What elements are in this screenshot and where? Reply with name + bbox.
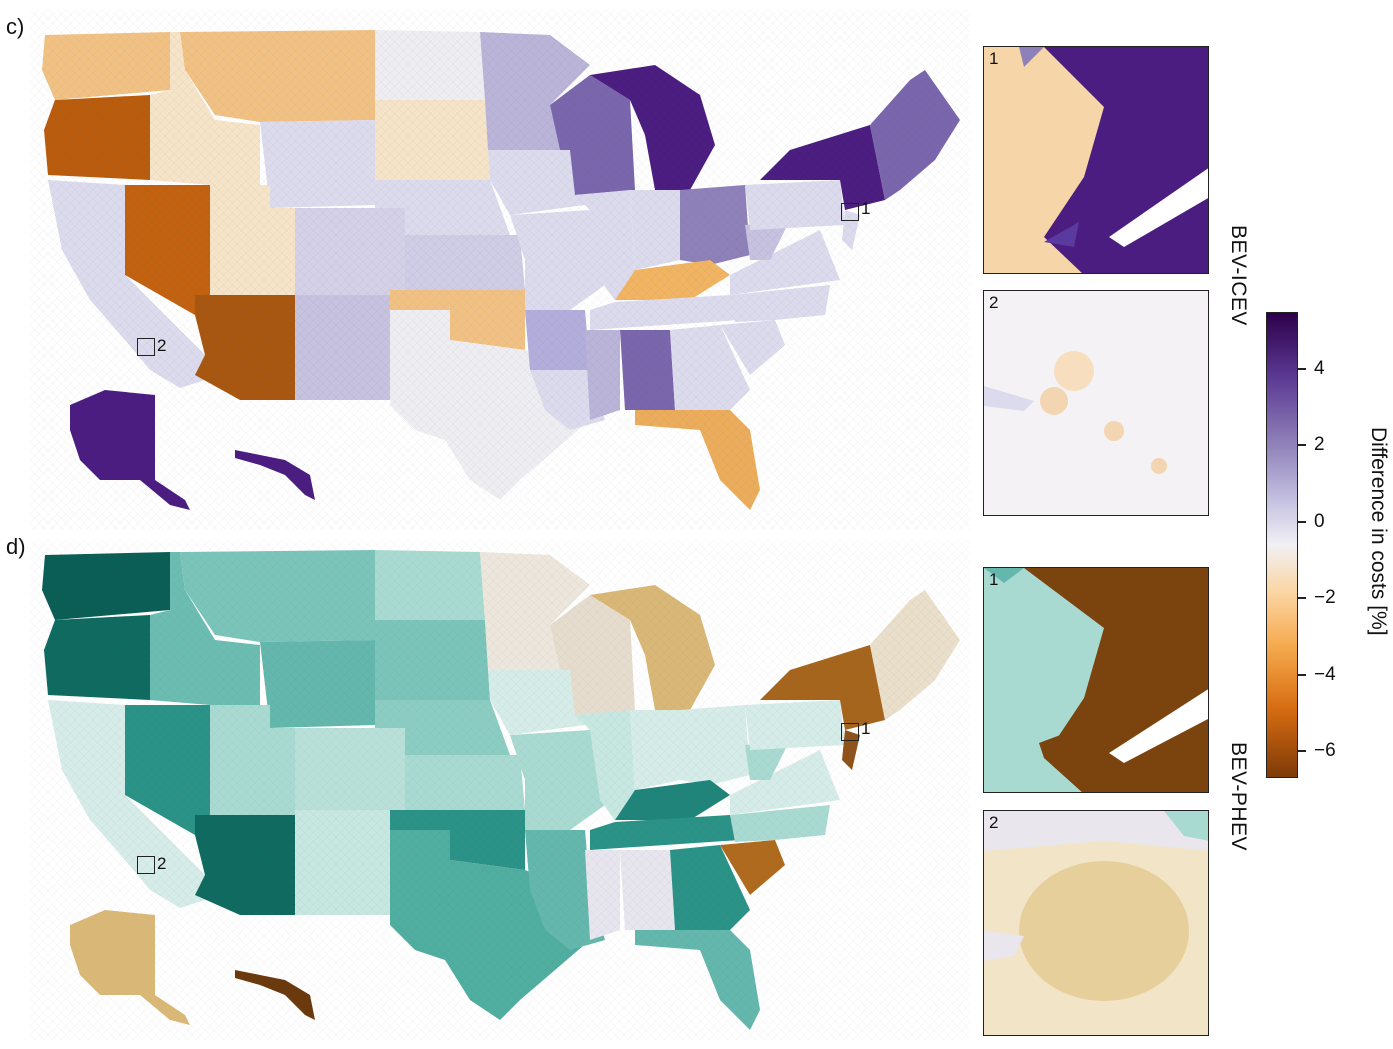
- map-bev-phev: [30, 540, 970, 1045]
- region-marker-1-label: 1: [861, 199, 871, 218]
- colorbar-tick-label: −2: [1314, 587, 1336, 608]
- region-marker-d-2-label: 2: [157, 854, 167, 873]
- inset-c-1: 1: [983, 46, 1209, 274]
- map-bev-icev: [30, 10, 970, 535]
- inset-c-2-number: 2: [989, 293, 999, 312]
- inset-c-1-number: 1: [989, 49, 999, 68]
- inset-d-1-number: 1: [989, 570, 999, 589]
- colorbar: [1266, 312, 1298, 778]
- colorbar-tick: [1298, 750, 1306, 752]
- region-marker-d-2: [137, 856, 155, 874]
- region-marker-2: [137, 338, 155, 356]
- colorbar-tick-label: 0: [1314, 511, 1325, 532]
- region-marker-d-1: [841, 723, 859, 741]
- colorbar-tick-label: −4: [1314, 664, 1336, 685]
- inset-d-1: 1: [983, 567, 1209, 793]
- colorbar-tick: [1298, 674, 1306, 676]
- colorbar-tick: [1298, 444, 1306, 446]
- region-marker-2-label: 2: [157, 336, 167, 355]
- inset-c-2: 2: [983, 290, 1209, 516]
- colorbar-tick-label: −6: [1314, 740, 1336, 761]
- region-marker-1: [841, 203, 859, 221]
- colorbar-title: Difference in costs [%]: [1367, 427, 1390, 636]
- region-marker-d-1-label: 1: [861, 719, 871, 738]
- row-label-bev-icev: BEV-ICEV: [1227, 225, 1250, 326]
- inset-d-2-number: 2: [989, 813, 999, 832]
- panel-c-label: c): [6, 14, 25, 39]
- colorbar-tick: [1298, 368, 1306, 370]
- colorbar-tick: [1298, 521, 1306, 523]
- colorbar-tick-label: 4: [1314, 358, 1325, 379]
- colorbar-tick: [1298, 597, 1306, 599]
- inset-d-2: 2: [983, 810, 1209, 1036]
- state-alaska: [70, 390, 190, 510]
- panel-d-label: d): [6, 534, 26, 559]
- row-label-bev-phev: BEV-PHEV: [1227, 742, 1250, 852]
- state-hawaii: [235, 450, 315, 500]
- colorbar-tick-label: 2: [1314, 434, 1325, 455]
